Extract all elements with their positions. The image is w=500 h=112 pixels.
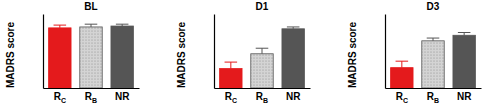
y-axis <box>385 15 386 89</box>
panel: RC RB NR <box>386 15 482 105</box>
title: BL <box>84 1 97 12</box>
bar <box>282 29 304 88</box>
x-axis-line <box>215 88 311 89</box>
plot-area <box>49 24 134 88</box>
error-cap <box>225 62 238 63</box>
x-tick-label: RC <box>54 91 66 104</box>
bar <box>80 27 102 88</box>
x-tick: RB <box>256 88 268 104</box>
error-bar <box>85 24 98 27</box>
bar <box>111 26 133 88</box>
error-bar <box>458 33 471 36</box>
bar <box>49 28 71 88</box>
y-axis-line <box>385 15 386 89</box>
error-bar <box>427 38 440 41</box>
error-bar <box>54 25 67 28</box>
error-stem <box>401 61 402 67</box>
error-bar <box>225 62 238 68</box>
error-cap <box>116 24 129 25</box>
error-stem <box>230 62 231 68</box>
x-tick: RC <box>396 88 408 104</box>
x-tick-label: NR <box>115 91 130 102</box>
x-axis-line <box>386 88 482 89</box>
x-tick-label: RC <box>225 91 237 104</box>
title: D3 <box>427 1 440 12</box>
x-tick-label: RB <box>85 91 97 104</box>
x-tick: RC <box>54 88 66 104</box>
y-axis-title: MADRS score <box>347 22 358 89</box>
error-cap <box>256 48 269 49</box>
error-cap <box>85 24 98 25</box>
x-tick-label: RB <box>427 91 439 104</box>
bar <box>220 69 242 88</box>
x-tick: NR <box>286 88 301 102</box>
error-cap <box>287 26 300 27</box>
error-bar <box>116 24 129 26</box>
panel: RC RB NR <box>215 15 311 105</box>
y-axis-title: MADRS score <box>5 22 16 89</box>
x-tick-label: RB <box>256 91 268 104</box>
plot-area <box>391 33 476 89</box>
error-cap <box>458 32 471 33</box>
error-bar <box>287 27 300 29</box>
error-cap <box>54 25 67 26</box>
x-axis: RC RB NR <box>44 88 140 104</box>
x-tick: RC <box>225 88 237 104</box>
y-axis <box>43 15 44 89</box>
bar <box>251 54 273 88</box>
x-tick-label: RC <box>396 91 408 104</box>
bar <box>391 68 413 88</box>
x-tick: RB <box>427 88 439 104</box>
y-axis <box>214 15 215 89</box>
panel: RC RB NR <box>44 15 140 105</box>
error-bar <box>396 61 409 67</box>
x-axis-line <box>44 88 140 89</box>
figure: RC RB NR BL MADRS score RC RB NR D1 MADRS score RC… <box>0 0 500 112</box>
plot-area <box>220 27 305 88</box>
x-tick-label: NR <box>286 91 301 102</box>
x-axis: RC RB NR <box>215 88 311 104</box>
x-tick-label: NR <box>457 91 472 102</box>
x-tick: RB <box>85 88 97 104</box>
bar <box>453 35 475 88</box>
error-stem <box>262 48 263 54</box>
error-cap <box>396 61 409 62</box>
error-cap <box>427 38 440 39</box>
title: D1 <box>256 1 269 12</box>
x-tick: NR <box>115 88 130 102</box>
y-axis-line <box>214 15 215 89</box>
x-axis: RC RB NR <box>386 88 482 104</box>
error-bar <box>256 48 269 54</box>
bar <box>422 41 444 88</box>
x-tick: NR <box>457 88 472 102</box>
y-axis-title: MADRS score <box>176 22 187 89</box>
y-axis-line <box>43 15 44 89</box>
